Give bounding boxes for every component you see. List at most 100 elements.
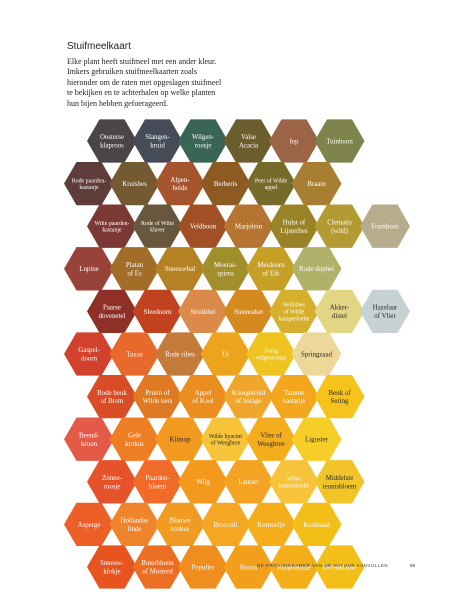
pollen-hex-label: Ui (222, 351, 229, 358)
pollen-hex-label: Sering (331, 398, 350, 405)
pollen-hex-label: Wilg (196, 479, 210, 486)
pollen-hex-label: Beend- (79, 432, 100, 439)
pollen-hex-label: Knoopkruid (232, 390, 266, 397)
pollen-hex-label: Klimop (169, 437, 191, 444)
pollen-hex: Kornoelje (246, 502, 296, 547)
pollen-hex-label: Zonne- (102, 475, 123, 482)
pollen-hex: Clematis (wild) (314, 204, 365, 248)
pollen-hex-label: Hollandse (121, 518, 149, 525)
pollen-hex: Slangen-kruid (132, 119, 183, 163)
pollen-hex-shape (178, 374, 228, 419)
pollen-hex-label: Alpen- (170, 177, 190, 184)
pollen-hex-shape (223, 460, 274, 504)
pollen-hex-label: Akker- (330, 305, 350, 312)
pollen-hex-label: Springzaad (301, 351, 333, 358)
pollen-hex-label: Taxus (126, 351, 143, 358)
pollen-hex: Populier (178, 545, 228, 589)
pollen-hex-label: Populier (191, 564, 215, 571)
pollen-hex-label: Wilgen- (192, 134, 215, 141)
pollen-hex-label: Lupine (79, 266, 99, 273)
pollen-hex-label: kastanje (283, 398, 306, 405)
pollen-hex-shape (269, 460, 319, 504)
pollen-hex-label: teunisbloem (323, 483, 357, 490)
page-heading: Stuifmeelkaart (67, 41, 131, 52)
pollen-hex-label: Oosterse (100, 134, 124, 141)
pollen-hex-label: klaproos (100, 143, 124, 150)
pollen-hex-label: of Es (127, 270, 142, 277)
pollen-hex: Berenklauw (314, 545, 365, 589)
pollen-hex: Alpen-heide (155, 161, 205, 206)
pollen-hex: Framboos (360, 204, 410, 248)
pollen-hex-shape (223, 119, 274, 163)
pollen-hex-shape (269, 204, 319, 248)
pollen-hex-label: of Weegbree (211, 440, 241, 447)
pollen-hex-shape (64, 417, 114, 461)
pollen-hex-label: Valse (241, 134, 256, 141)
pollen-hex-label: Beuk of (328, 390, 351, 397)
pollen-hex-shape (178, 545, 228, 589)
pollen-hex-label: Acacia (239, 143, 258, 150)
pollen-hex-label: Tuinboon (326, 138, 353, 145)
pollen-hex-label: Middelste (326, 475, 354, 482)
pollen-hex-label: Rode ribes (165, 351, 195, 358)
page-number: 59 (410, 563, 416, 568)
pollen-hex: Steenraket (223, 289, 274, 334)
pollen-hex-label: appel (265, 185, 278, 191)
pollen-hex-label: Weegbree (257, 441, 284, 448)
pollen-hex: Rode paarden-kastanje (64, 161, 114, 206)
pollen-hex-label: klaver (150, 228, 165, 234)
pollen-hex-shape (155, 502, 205, 547)
pollen-hex: Berberis (200, 161, 251, 206)
pollen-hex-shape (269, 545, 319, 589)
pollen-hex-shape (87, 119, 137, 163)
pollen-hex: Rode ribes (155, 332, 205, 376)
pollen-hex-label: of Brem (101, 398, 124, 405)
pollen-hex-label: krokus (125, 441, 144, 448)
pollen-hex: Marjolein (223, 204, 274, 248)
pollen-hex-shape (291, 161, 342, 206)
pollen-hex: Ui (200, 332, 251, 376)
pollen-hex-shape (291, 417, 342, 461)
pollen-hex-shape (223, 545, 274, 589)
pollen-hex-label: Wilde kers (143, 398, 173, 405)
pollen-hex-label: Appel (195, 390, 212, 397)
pollen-hex-label: Rode dophei (299, 266, 334, 273)
pollen-hex: Beend-kroon (64, 417, 114, 461)
intro-line: hieronder om de raten met opgeslagen stu… (67, 77, 222, 87)
pollen-hex-label: Braam (307, 181, 326, 188)
pollen-hex-shape (269, 374, 319, 419)
pollen-hex: Slaapmutsje (269, 545, 319, 589)
pollen-hex-label: Paarse (103, 305, 121, 312)
pollen-hex-shape (360, 204, 410, 248)
pollen-hex: Broccoli (200, 502, 251, 547)
pollen-hex-label: Wilde hyacint (209, 434, 242, 440)
pollen-hex-shape (109, 332, 160, 376)
pollen-hex-shape (109, 161, 160, 206)
pollen-hex-shape (246, 332, 296, 376)
pollen-hex-label: Blauwe (169, 518, 190, 525)
pollen-hex: Braam (291, 161, 342, 206)
pollen-hex-shape (64, 332, 114, 376)
pollen-hex-shape (109, 247, 160, 291)
pollen-hex-label: Paarden- (145, 475, 170, 482)
pollen-hex-shape (132, 289, 183, 334)
pollen-hex-shape (246, 502, 296, 547)
pollen-hex-label: of borage (235, 398, 261, 405)
pollen-hex-label: wilgenroosje (256, 355, 287, 361)
pollen-hex: Oosterse klaproos (87, 119, 137, 163)
pollen-hex-shape (178, 119, 228, 163)
pollen-hex-label: Rode paarden- (72, 178, 107, 184)
pollen-hex: Boterbloem of Mosterd (132, 545, 183, 589)
pollen-hex-shape (291, 502, 342, 547)
pollen-hex-label: Liguster (305, 437, 329, 444)
pollen-hex-label: Broccoli (214, 522, 238, 529)
pollen-hex-label: Rode of Witte (141, 220, 174, 227)
pollen-hex: Springzaad (291, 332, 342, 376)
